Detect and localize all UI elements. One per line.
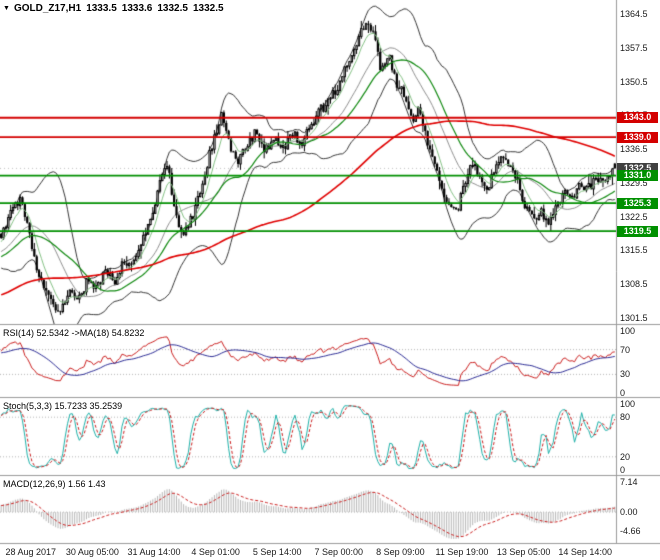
trading-chart-window: ▼ GOLD_Z17,H1 1333.5 1333.6 1332.5 1332.5 RSI… (0, 0, 660, 560)
chart-canvas[interactable] (0, 0, 660, 560)
